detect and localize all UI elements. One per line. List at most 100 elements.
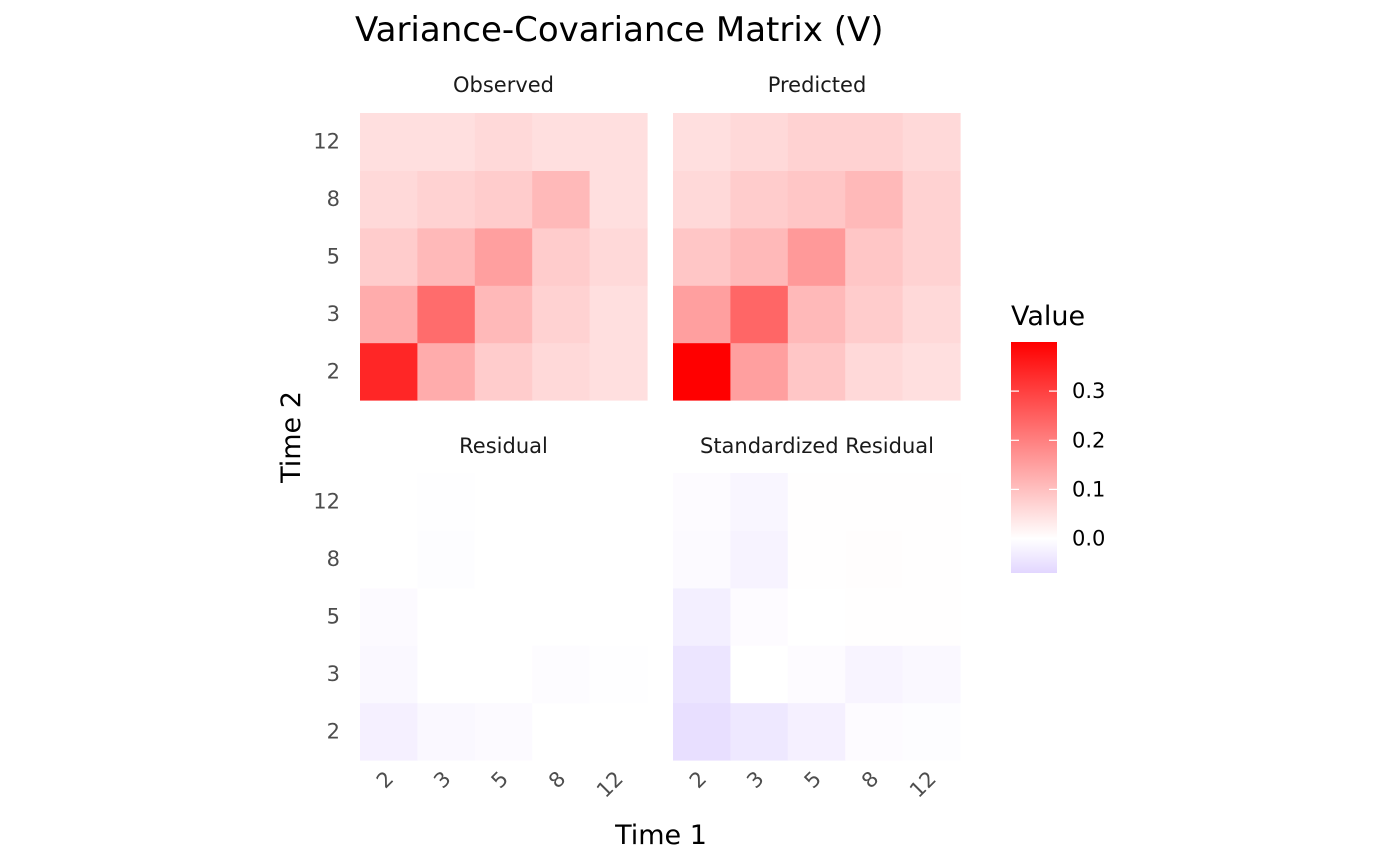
heatmap-cell — [845, 587, 904, 646]
y-tick-label: 3 — [327, 662, 340, 686]
heatmap-cell — [787, 645, 846, 704]
heatmap-cell — [532, 227, 591, 286]
heatmap-cell — [787, 342, 846, 401]
heatmap-cell — [474, 473, 533, 531]
x-tick-label: 2 — [685, 767, 711, 793]
heatmap-cell — [589, 342, 648, 401]
legend-tick-label: 0.2 — [1072, 428, 1105, 452]
heatmap-cell — [417, 587, 476, 646]
heatmap-cell — [787, 702, 846, 761]
legend-tick-label: 0.1 — [1072, 477, 1105, 501]
heatmap-cell — [787, 530, 846, 589]
heatmap-cell — [532, 113, 591, 171]
legend-tick-label: 0.3 — [1072, 379, 1105, 403]
heatmap-cell — [845, 702, 904, 761]
chart-title: Variance-Covariance Matrix (V) — [355, 10, 884, 50]
y-tick-label: 2 — [327, 359, 340, 383]
heatmap-cell — [902, 113, 961, 171]
heatmap-cell — [902, 473, 961, 531]
heatmap-cell — [532, 645, 591, 704]
heatmap-cell — [474, 113, 533, 171]
heatmap-panel-residual — [360, 473, 648, 761]
heatmap-cell — [902, 645, 961, 704]
heatmap-cell — [787, 473, 846, 531]
heatmap-cell — [360, 113, 418, 171]
heatmap-cell — [673, 227, 731, 286]
legend-title: Value — [1011, 301, 1085, 332]
heatmap-cell — [474, 587, 533, 646]
heatmap-cell — [417, 113, 476, 171]
heatmap-cell — [673, 342, 731, 401]
y-tick-label: 5 — [327, 605, 340, 629]
heatmap-cell — [474, 227, 533, 286]
heatmap-cell — [474, 342, 533, 401]
heatmap-cell — [902, 170, 961, 229]
heatmap-cell — [417, 473, 476, 531]
heatmap-cell — [532, 587, 591, 646]
heatmap-panel-observed — [360, 113, 648, 401]
heatmap-cell — [417, 530, 476, 589]
heatmap-cell — [673, 702, 731, 761]
legend: Value 0.0 0.1 0.2 0.3 — [1011, 301, 1105, 573]
heatmap-cell — [474, 645, 533, 704]
heatmap-cell — [673, 587, 731, 646]
heatmap-cell — [730, 113, 789, 171]
heatmap-cell — [589, 530, 648, 589]
heatmap-cell — [360, 285, 418, 344]
heatmap-cell — [787, 587, 846, 646]
heatmap-cell — [845, 530, 904, 589]
facet-title-predicted: Predicted — [768, 73, 867, 97]
heatmap-cell — [673, 530, 731, 589]
heatmap-panels — [360, 113, 961, 761]
heatmap-cell — [730, 285, 789, 344]
heatmap-cell — [730, 702, 789, 761]
heatmap-cell — [730, 530, 789, 589]
heatmap-cell — [360, 170, 418, 229]
facet-title-observed: Observed — [453, 73, 554, 97]
heatmap-cell — [532, 170, 591, 229]
heatmap-cell — [845, 342, 904, 401]
y-tick-label: 2 — [327, 719, 340, 743]
heatmap-cell — [787, 113, 846, 171]
heatmap-cell — [845, 227, 904, 286]
y-tick-label: 5 — [327, 245, 340, 269]
y-tick-label: 8 — [327, 547, 340, 571]
heatmap-cell — [417, 170, 476, 229]
heatmap-cell — [360, 342, 418, 401]
facet-title-residual: Residual — [459, 434, 548, 458]
y-axis-title: Time 2 — [276, 391, 307, 484]
heatmap-cell — [532, 342, 591, 401]
heatmap-cell — [845, 170, 904, 229]
heatmap-cell — [902, 530, 961, 589]
heatmap-cell — [360, 587, 418, 646]
heatmap-cell — [787, 285, 846, 344]
heatmap-cell — [902, 342, 961, 401]
heatmap-cell — [417, 227, 476, 286]
heatmap-cell — [730, 227, 789, 286]
heatmap-cell — [589, 285, 648, 344]
y-tick-label: 8 — [327, 187, 340, 211]
heatmap-cell — [417, 285, 476, 344]
x-tick-label: 12 — [905, 767, 941, 803]
heatmap-panel-predicted — [673, 113, 961, 401]
heatmap-cell — [589, 702, 648, 761]
heatmap-cell — [730, 645, 789, 704]
x-tick-label: 3 — [742, 767, 768, 793]
x-tick-label: 5 — [487, 767, 513, 793]
legend-colorbar — [1011, 342, 1057, 573]
heatmap-cell — [532, 285, 591, 344]
heatmap-cell — [787, 227, 846, 286]
heatmap-cell — [360, 473, 418, 531]
heatmap-cell — [360, 645, 418, 704]
heatmap-cell — [532, 702, 591, 761]
heatmap-cell — [589, 227, 648, 286]
heatmap-cell — [360, 702, 418, 761]
heatmap-cell — [532, 530, 591, 589]
x-tick-label: 8 — [544, 767, 570, 793]
heatmap-cell — [730, 342, 789, 401]
heatmap-cell — [902, 227, 961, 286]
heatmap-cell — [589, 587, 648, 646]
facet-title-standardized-residual: Standardized Residual — [700, 434, 934, 458]
heatmap-cell — [902, 587, 961, 646]
heatmap-cell — [474, 285, 533, 344]
